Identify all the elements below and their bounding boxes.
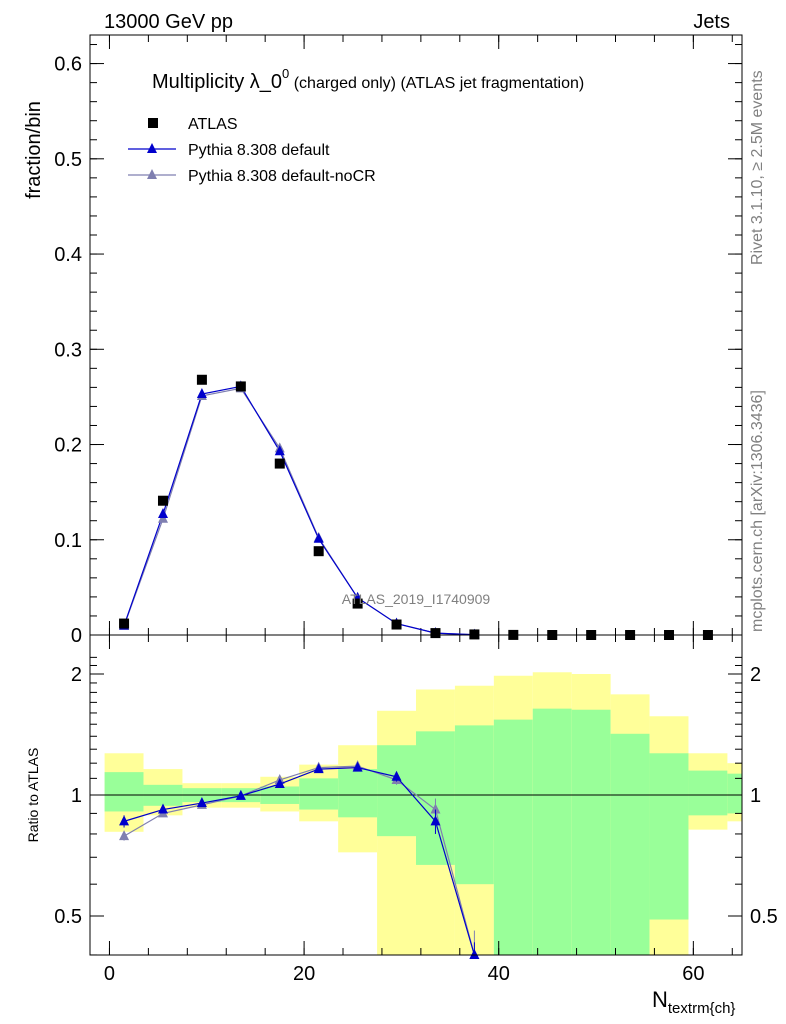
ratio-ytick-label-right: 0.5 bbox=[750, 906, 778, 928]
legend-nocr-marker bbox=[147, 169, 157, 179]
ratio-band-green bbox=[104, 772, 144, 812]
ratio-xtick-label: 40 bbox=[488, 963, 510, 985]
analysis-watermark: ATLAS_2019_I1740909 bbox=[342, 591, 491, 607]
ratio-point-default bbox=[119, 815, 130, 826]
ratio-bands bbox=[104, 672, 742, 955]
ratio-xtick-label: 60 bbox=[682, 963, 704, 985]
header-energy: 13000 GeV pp bbox=[104, 11, 233, 33]
ratio-point-default bbox=[235, 789, 246, 800]
ratio-ytick-label: 1 bbox=[71, 785, 82, 807]
ratio-point-default bbox=[313, 763, 324, 774]
main-title: Multiplicity λ_00 (charged only) (ATLAS … bbox=[152, 66, 584, 93]
ratio-point-default bbox=[469, 949, 480, 959]
main-title-main: Multiplicity λ_0 bbox=[152, 71, 282, 93]
main-title-sup: 0 bbox=[282, 66, 289, 81]
ratio-band-green bbox=[493, 719, 533, 955]
ratio-point-default bbox=[274, 778, 285, 789]
atlas-point bbox=[235, 381, 246, 392]
default-point bbox=[274, 445, 285, 456]
main-ylabel: fraction/bin bbox=[23, 101, 45, 199]
ratio-point-default bbox=[391, 770, 402, 781]
default-point bbox=[313, 532, 324, 543]
ratio-point-default bbox=[430, 815, 441, 826]
ratio-data bbox=[119, 760, 480, 959]
main-panel: 0 0.1 0.2 0.3 0.4 0.5 0.6 fraction/bin Multipl… bbox=[23, 34, 743, 647]
main-ytick-label: 0.1 bbox=[54, 530, 82, 552]
default-point bbox=[196, 388, 207, 399]
ratio-band-green bbox=[610, 733, 650, 955]
atlas-point bbox=[157, 495, 168, 506]
legend-atlas-label: ATLAS bbox=[188, 116, 238, 133]
rivet-label: Rivet 3.1.10, ≥ 2.5M events bbox=[749, 70, 766, 265]
ratio-point-default bbox=[352, 761, 363, 772]
legend-atlas-marker bbox=[148, 118, 158, 128]
ratio-line-default bbox=[123, 766, 475, 956]
ratio-panel: 0.5 0.51 12 20 20 40 60 Ratio to ATLAS Ntextrm… bbox=[25, 634, 778, 1017]
atlas-point bbox=[119, 618, 130, 629]
atlas-point bbox=[274, 458, 285, 469]
default-point bbox=[157, 508, 168, 519]
ratio-point-default bbox=[157, 803, 168, 814]
ratio-ytick-label-right: 1 bbox=[750, 785, 761, 807]
ratio-ytick-label: 0.5 bbox=[54, 906, 82, 928]
atlas-point bbox=[430, 628, 441, 639]
atlas-point bbox=[391, 619, 402, 630]
ratio-band-green bbox=[416, 731, 455, 865]
ratio-band-green bbox=[688, 770, 728, 816]
ratio-ytick-label: 2 bbox=[71, 664, 82, 686]
main-ytick-label: 0.2 bbox=[54, 435, 82, 457]
atlas-point bbox=[469, 629, 480, 640]
ratio-ytick-label-right: 2 bbox=[750, 664, 761, 686]
series-line-default bbox=[123, 385, 475, 636]
header-process: Jets bbox=[693, 11, 730, 33]
ratio-ylabel: Ratio to ATLAS bbox=[25, 748, 41, 843]
main-title-rest: (charged only) (ATLAS jet fragmentation) bbox=[289, 75, 584, 92]
atlas-point bbox=[352, 598, 363, 609]
main-ytick-label: 0.4 bbox=[54, 244, 82, 266]
ratio-band-green bbox=[377, 745, 416, 837]
main-axis-ticks: 0 0.1 0.2 0.3 0.4 0.5 0.6 bbox=[54, 35, 742, 647]
ratio-band-green bbox=[532, 708, 572, 955]
ratio-point-nocr bbox=[119, 830, 130, 841]
main-ytick-label: 0.5 bbox=[54, 149, 82, 171]
ratio-band-green bbox=[454, 725, 494, 885]
ratio-xlabel-sub: textrm{ch} bbox=[668, 1000, 736, 1017]
main-ytick-label: 0.3 bbox=[54, 339, 82, 361]
legend-default-marker bbox=[147, 143, 157, 153]
ratio-band-green bbox=[727, 773, 742, 814]
main-ytick-label: 0.6 bbox=[54, 54, 82, 76]
ratio-xlabel-main: N bbox=[652, 987, 668, 1012]
legend-nocr-label: Pythia 8.308 default-noCR bbox=[188, 168, 376, 185]
atlas-point bbox=[196, 374, 207, 385]
legend-default-label: Pythia 8.308 default bbox=[188, 142, 330, 159]
ratio-band-green bbox=[299, 778, 339, 810]
ratio-band-green bbox=[571, 709, 611, 955]
ratio-band-green bbox=[649, 753, 689, 920]
ratio-xlabel: Ntextrm{ch} bbox=[652, 987, 735, 1017]
ratio-frame bbox=[89, 634, 743, 956]
ratio-point-default bbox=[196, 797, 207, 808]
ratio-axis-ticks: 0.5 0.51 12 20 20 40 60 bbox=[54, 635, 778, 985]
ratio-xtick-label: 0 bbox=[104, 963, 115, 985]
main-ytick-label: 0 bbox=[71, 625, 82, 647]
ratio-line-nocr bbox=[123, 765, 475, 956]
ratio-point-nocr bbox=[430, 803, 441, 814]
atlas-point bbox=[313, 546, 324, 557]
ratio-band-green bbox=[338, 769, 378, 818]
mcplots-label: mcplots.cern.ch [arXiv:1306.3436] bbox=[749, 390, 766, 632]
legend: ATLAS Pythia 8.308 default Pythia 8.308 … bbox=[128, 116, 376, 185]
ratio-xtick-label: 20 bbox=[293, 963, 315, 985]
